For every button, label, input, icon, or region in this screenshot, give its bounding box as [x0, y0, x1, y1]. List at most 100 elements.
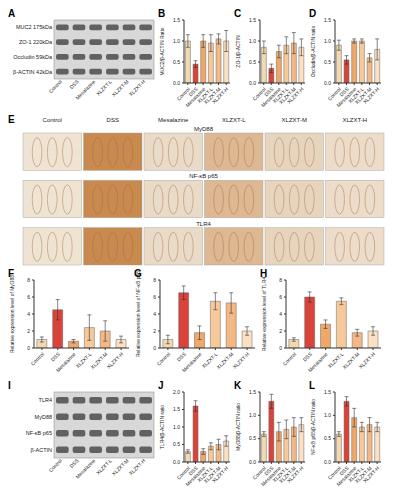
- svg-text:XLZXT-H: XLZXT-H: [362, 86, 381, 105]
- svg-text:XLZXT-L: XLZXT-L: [222, 117, 246, 123]
- svg-text:TLR4: TLR4: [196, 221, 211, 227]
- svg-text:XLZXT-H: XLZXT-H: [286, 86, 305, 105]
- svg-text:Mesalazine: Mesalazine: [259, 86, 282, 109]
- svg-text:MUC2/β-ACTIN Ratio: MUC2/β-ACTIN Ratio: [159, 27, 165, 75]
- svg-text:6: 6: [27, 294, 30, 300]
- svg-text:Control: Control: [155, 351, 171, 367]
- svg-text:Control: Control: [47, 78, 63, 94]
- svg-text:XLZXT-H: XLZXT-H: [128, 78, 147, 97]
- svg-text:TLR4: TLR4: [39, 397, 52, 403]
- svg-text:2: 2: [153, 328, 156, 334]
- svg-text:Occludin/β-ACTIN ratio: Occludin/β-ACTIN ratio: [310, 26, 316, 78]
- svg-text:0: 0: [27, 345, 30, 351]
- svg-text:MyD88: MyD88: [35, 414, 52, 420]
- svg-text:1.5: 1.5: [249, 17, 256, 23]
- svg-text:Relative expression level of M: Relative expression level of MyD88: [9, 275, 15, 353]
- svg-text:XLZXT-H: XLZXT-H: [232, 351, 251, 370]
- svg-text:Control: Control: [29, 351, 45, 367]
- svg-text:XLZXT-M: XLZXT-M: [89, 351, 108, 370]
- svg-text:Control: Control: [281, 351, 297, 367]
- svg-text:NF-κB p65: NF-κB p65: [189, 173, 218, 179]
- svg-text:XLZXT-M: XLZXT-M: [341, 351, 360, 370]
- svg-text:1.0: 1.0: [324, 412, 331, 418]
- svg-text:2.0: 2.0: [173, 389, 180, 395]
- svg-text:0.5: 0.5: [249, 59, 256, 65]
- svg-text:0.5: 0.5: [173, 59, 180, 65]
- svg-text:XLZXT-M: XLZXT-M: [111, 78, 130, 97]
- svg-text:DSS: DSS: [49, 351, 61, 363]
- svg-text:ZO-1/β-ACTIN: ZO-1/β-ACTIN: [235, 35, 241, 68]
- svg-text:DSS: DSS: [107, 117, 119, 123]
- svg-text:2: 2: [279, 328, 282, 334]
- svg-text:0.0: 0.0: [249, 459, 256, 465]
- svg-text:NF-κB p65/β-ACTIN ratio: NF-κB p65/β-ACTIN ratio: [310, 399, 316, 455]
- svg-text:1.0: 1.0: [249, 412, 256, 418]
- svg-text:β-ACTIN 42kDa: β-ACTIN 42kDa: [13, 69, 53, 75]
- svg-text:8: 8: [153, 277, 156, 283]
- svg-text:6: 6: [279, 294, 282, 300]
- svg-text:XLZXT-H: XLZXT-H: [211, 86, 230, 105]
- svg-text:MyD88: MyD88: [194, 126, 214, 132]
- svg-text:0: 0: [153, 345, 156, 351]
- svg-text:TLR4/β-ACTIN ratio: TLR4/β-ACTIN ratio: [159, 405, 165, 449]
- svg-text:1.5: 1.5: [324, 389, 331, 395]
- svg-text:0: 0: [279, 345, 282, 351]
- svg-text:8: 8: [27, 277, 30, 283]
- svg-text:β-ACTIN: β-ACTIN: [31, 447, 53, 453]
- svg-text:Relative expression level of T: Relative expression level of TLR4: [261, 277, 267, 352]
- svg-text:6: 6: [153, 294, 156, 300]
- svg-text:1.0: 1.0: [173, 38, 180, 44]
- svg-text:XLZXT-M: XLZXT-M: [111, 457, 130, 476]
- svg-text:1.0: 1.0: [249, 38, 256, 44]
- svg-text:XLZXT-H: XLZXT-H: [106, 351, 125, 370]
- svg-text:Mesalazine: Mesalazine: [307, 351, 329, 373]
- svg-text:0.5: 0.5: [324, 59, 331, 65]
- svg-text:Occludin 59kDa: Occludin 59kDa: [13, 54, 53, 60]
- svg-text:DSS: DSS: [301, 351, 313, 363]
- svg-text:XLZXT-H: XLZXT-H: [286, 465, 305, 484]
- svg-text:4: 4: [153, 311, 156, 317]
- svg-text:Control: Control: [43, 117, 62, 123]
- svg-text:XLZXT-H: XLZXT-H: [128, 457, 147, 476]
- svg-text:XLZXT-H: XLZXT-H: [211, 465, 230, 484]
- svg-text:XLZXT-H: XLZXT-H: [358, 351, 377, 370]
- svg-text:0.0: 0.0: [173, 459, 180, 465]
- svg-text:Mesalazine: Mesalazine: [184, 86, 207, 109]
- svg-text:0.0: 0.0: [324, 459, 331, 465]
- svg-text:Mesalazine: Mesalazine: [181, 351, 203, 373]
- svg-text:Relative expression level of N: Relative expression level of NF-κB p65: [135, 271, 141, 357]
- svg-text:1.5: 1.5: [324, 17, 331, 23]
- svg-text:MUC2 175kDa: MUC2 175kDa: [16, 24, 53, 30]
- svg-text:Mesalazine: Mesalazine: [74, 457, 96, 479]
- svg-text:0.5: 0.5: [249, 435, 256, 441]
- svg-text:0.0: 0.0: [249, 80, 256, 86]
- svg-text:1.5: 1.5: [173, 17, 180, 23]
- svg-text:DSS: DSS: [175, 351, 187, 363]
- svg-text:4: 4: [279, 311, 282, 317]
- svg-text:8: 8: [279, 277, 282, 283]
- svg-text:XLZXT-M: XLZXT-M: [282, 117, 307, 123]
- svg-text:XLZXT-H: XLZXT-H: [362, 465, 381, 484]
- svg-text:Mesalazine: Mesalazine: [158, 117, 189, 123]
- svg-text:0.5: 0.5: [324, 435, 331, 441]
- svg-text:Mesalazine: Mesalazine: [74, 78, 96, 100]
- svg-text:NF-κB p65: NF-κB p65: [26, 430, 52, 436]
- svg-text:Control: Control: [47, 457, 63, 473]
- svg-text:ZO-1 220kDa: ZO-1 220kDa: [19, 39, 53, 45]
- svg-text:XLZXT-M: XLZXT-M: [215, 351, 234, 370]
- svg-text:0.5: 0.5: [173, 441, 180, 447]
- svg-text:1.5: 1.5: [249, 389, 256, 395]
- svg-text:2: 2: [27, 328, 30, 334]
- svg-text:1.5: 1.5: [173, 406, 180, 412]
- svg-text:XLZXT-H: XLZXT-H: [342, 117, 367, 123]
- svg-text:Mesalazine: Mesalazine: [55, 351, 77, 373]
- svg-text:4: 4: [27, 311, 30, 317]
- svg-text:1.0: 1.0: [173, 424, 180, 430]
- svg-text:0.0: 0.0: [324, 80, 331, 86]
- svg-text:MyD88/β-ACTIN ratio: MyD88/β-ACTIN ratio: [235, 403, 241, 451]
- svg-text:0.0: 0.0: [173, 80, 180, 86]
- svg-text:1.0: 1.0: [324, 38, 331, 44]
- svg-text:DSS: DSS: [68, 457, 80, 469]
- svg-text:DSS: DSS: [68, 78, 80, 90]
- svg-text:Mesalazine: Mesalazine: [335, 86, 358, 109]
